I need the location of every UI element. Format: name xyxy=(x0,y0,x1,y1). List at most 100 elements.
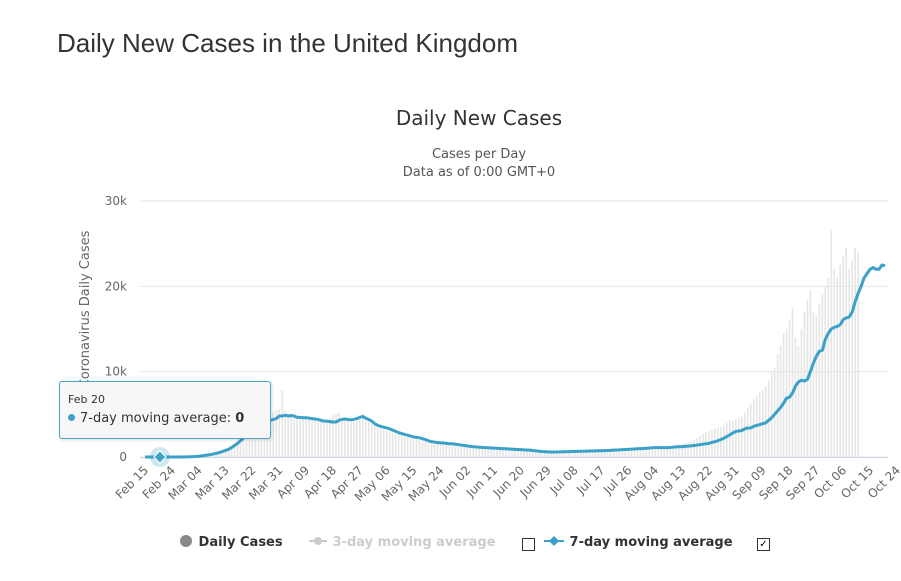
daily-cases-bar xyxy=(502,449,504,457)
daily-cases-bar xyxy=(740,416,743,457)
daily-cases-bar xyxy=(791,307,794,457)
daily-cases-bar xyxy=(797,346,800,457)
daily-cases-bar xyxy=(278,409,281,457)
legend-item-3day-average[interactable]: 3-day moving average xyxy=(308,534,496,550)
daily-cases-bar xyxy=(367,422,370,457)
daily-cases-bar xyxy=(302,417,304,457)
daily-cases-bar xyxy=(439,443,442,457)
daily-cases-bar xyxy=(457,445,460,457)
daily-cases-bar xyxy=(227,448,230,457)
daily-cases-bar xyxy=(317,420,319,457)
daily-cases-bar xyxy=(535,452,537,457)
daily-cases-bar xyxy=(567,451,570,457)
x-tick-label: Jul 17 xyxy=(573,463,607,497)
daily-cases-bar xyxy=(478,447,481,457)
daily-cases-bar xyxy=(675,444,677,457)
tooltip-series-dot-icon xyxy=(68,414,75,421)
daily-cases-bar xyxy=(451,444,454,457)
daily-cases-bar xyxy=(803,311,806,457)
daily-cases-bar xyxy=(672,445,674,457)
hover-diamond-marker xyxy=(153,450,167,464)
daily-cases-bar xyxy=(776,354,779,457)
daily-cases-bar xyxy=(552,451,555,457)
daily-cases-bar xyxy=(293,415,296,457)
daily-cases-bar xyxy=(737,418,740,457)
daily-cases-bar xyxy=(442,443,445,457)
daily-cases-bar xyxy=(830,230,833,457)
checkbox-3day-average[interactable] xyxy=(522,538,535,551)
daily-cases-bar xyxy=(549,451,552,457)
daily-cases-bar xyxy=(645,446,648,457)
daily-cases-bar xyxy=(251,427,254,457)
legend-line-diamond-icon xyxy=(544,536,564,546)
y-tick-label: 20k xyxy=(105,279,127,293)
daily-cases-bar xyxy=(233,443,236,457)
daily-cases-bar xyxy=(588,450,591,457)
daily-cases-bar xyxy=(618,448,621,457)
daily-cases-bar xyxy=(684,442,686,457)
daily-cases-bar xyxy=(290,413,293,457)
daily-cases-bar xyxy=(364,419,367,457)
daily-cases-bar xyxy=(254,424,257,457)
legend-item-daily-cases[interactable]: Daily Cases xyxy=(178,534,283,550)
daily-cases-bar xyxy=(344,420,346,457)
legend-item-7day-average[interactable]: 7-day moving average xyxy=(543,534,733,550)
daily-cases-bar xyxy=(696,438,698,457)
daily-cases-bar xyxy=(824,286,827,457)
daily-cases-bar xyxy=(770,371,773,457)
daily-cases-bar xyxy=(329,418,331,457)
daily-cases-bar xyxy=(430,442,433,457)
daily-cases-bar xyxy=(487,448,489,457)
daily-cases-bar xyxy=(547,452,549,457)
daily-cases-bar xyxy=(308,419,310,457)
daily-cases-bar xyxy=(815,316,818,457)
daily-cases-bar xyxy=(648,447,651,457)
daily-cases-bar xyxy=(505,449,507,457)
daily-cases-bar xyxy=(555,451,558,457)
daily-cases-bar xyxy=(541,452,543,457)
daily-cases-bar xyxy=(538,452,540,457)
daily-cases-bar xyxy=(594,450,597,457)
daily-cases-bar xyxy=(573,450,576,457)
daily-cases-bar xyxy=(788,320,791,457)
daily-cases-bar xyxy=(326,419,328,457)
daily-cases-bar xyxy=(532,451,534,457)
daily-cases-bar xyxy=(660,446,663,457)
daily-cases-bar xyxy=(627,447,630,457)
daily-cases-bar xyxy=(851,260,853,457)
daily-cases-bar xyxy=(603,449,606,457)
daily-cases-bar xyxy=(388,431,391,457)
daily-cases-bar xyxy=(421,440,424,457)
daily-cases-bar xyxy=(275,410,278,457)
daily-cases-bar xyxy=(845,247,848,457)
daily-cases-bar xyxy=(245,433,248,457)
daily-cases-bar xyxy=(576,450,579,457)
daily-cases-bar xyxy=(338,412,340,457)
y-tick-label: 30k xyxy=(105,194,127,208)
daily-cases-bar xyxy=(600,449,603,457)
daily-cases-bar xyxy=(347,421,349,457)
daily-cases-bar xyxy=(585,450,588,457)
daily-cases-bar xyxy=(636,447,639,457)
daily-cases-bar xyxy=(743,412,746,457)
daily-cases-bar xyxy=(558,451,561,457)
daily-cases-bar xyxy=(218,451,221,457)
chart-tooltip: Feb 20 7-day moving average: 0 xyxy=(59,381,271,439)
daily-cases-bar xyxy=(373,426,376,457)
daily-cases-bar xyxy=(356,421,358,457)
daily-cases-bar xyxy=(615,448,618,457)
legend-label-3day-average: 3-day moving average xyxy=(332,535,496,550)
daily-cases-bar xyxy=(484,448,486,457)
checkbox-7day-average[interactable]: ✓ xyxy=(757,538,770,551)
daily-cases-bar xyxy=(496,448,498,457)
daily-cases-bar xyxy=(818,303,821,457)
daily-cases-bar xyxy=(341,417,343,457)
daily-cases-bar xyxy=(490,448,492,457)
daily-cases-bar xyxy=(385,430,388,457)
daily-cases-bar xyxy=(296,416,298,457)
daily-cases-bar xyxy=(284,410,287,457)
daily-cases-bar xyxy=(720,427,722,457)
daily-cases-bar xyxy=(717,427,719,457)
daily-cases-bar xyxy=(379,428,382,457)
